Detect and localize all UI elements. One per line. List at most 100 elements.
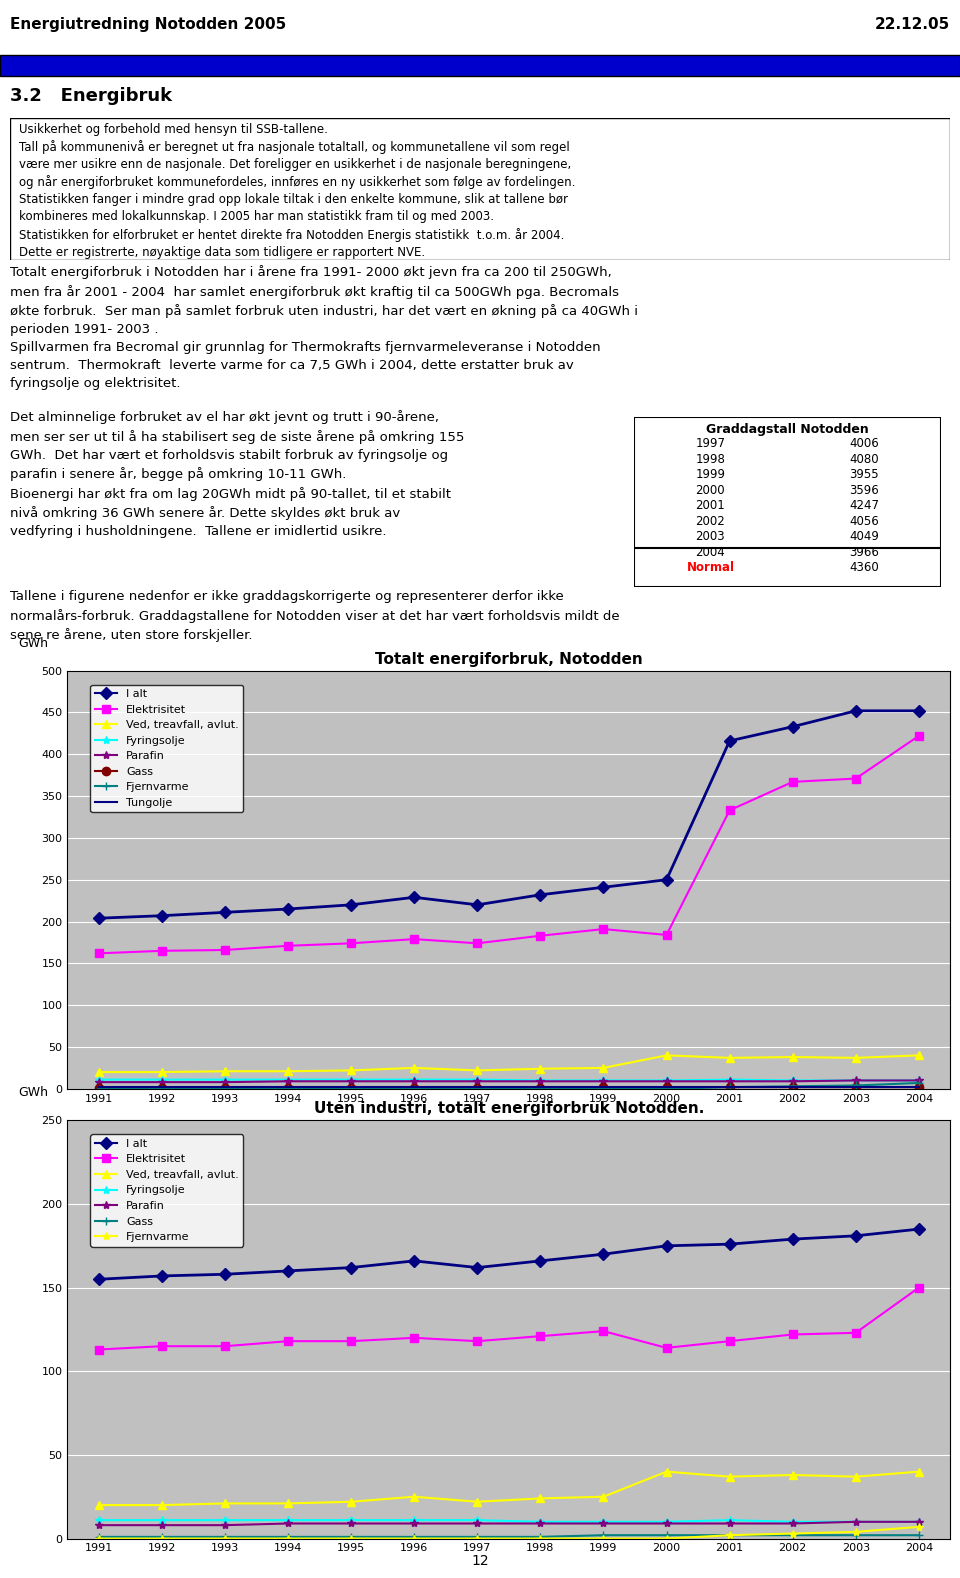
Elektrisitet <box>535 926 546 945</box>
Gass <box>346 1078 357 1097</box>
Elektrisitet <box>346 934 357 953</box>
Legend: I alt, Elektrisitet, Ved, treavfall, avlut., Fyringsolje, Parafin, Gass, Fjernva: I alt, Elektrisitet, Ved, treavfall, avl… <box>90 685 243 813</box>
Text: Energiutredning Notodden 2005: Energiutredning Notodden 2005 <box>10 17 286 32</box>
Fyringsolje <box>346 1070 357 1089</box>
Gass <box>598 1078 610 1097</box>
I alt <box>660 871 672 890</box>
Parafin <box>408 1513 420 1532</box>
Parafin <box>724 1071 735 1090</box>
Gass <box>408 1528 420 1546</box>
Fyringsolje <box>156 1070 168 1089</box>
Fjernvarme <box>913 1073 924 1092</box>
Fyringsolje <box>471 1510 483 1529</box>
Line: Ved, treavfall, avlut.: Ved, treavfall, avlut. <box>95 1468 923 1509</box>
Ved, treavfall, avlut. <box>471 1493 483 1512</box>
Parafin <box>346 1071 357 1090</box>
Line: Gass: Gass <box>95 1083 923 1092</box>
Parafin <box>219 1516 230 1535</box>
Parafin <box>913 1512 924 1531</box>
Gass <box>598 1526 610 1545</box>
Fjernvarme <box>219 1529 230 1548</box>
Fyringsolje <box>535 1512 546 1531</box>
I alt <box>156 1267 168 1286</box>
Line: Parafin: Parafin <box>95 1076 923 1086</box>
Line: Parafin: Parafin <box>95 1518 923 1529</box>
Title: Uten industri, totalt energiforbruk Notodden.: Uten industri, totalt energiforbruk Noto… <box>314 1101 704 1117</box>
Tungolje <box>93 1078 105 1097</box>
Fjernvarme <box>471 1529 483 1548</box>
Text: 4049: 4049 <box>849 530 879 543</box>
Text: 1999: 1999 <box>695 469 726 481</box>
Gass <box>471 1528 483 1546</box>
Line: I alt: I alt <box>95 707 923 923</box>
Text: 2003: 2003 <box>696 530 725 543</box>
Text: 2000: 2000 <box>696 483 725 497</box>
Elektrisitet <box>913 726 924 745</box>
Elektrisitet <box>787 1326 799 1344</box>
Ved, treavfall, avlut. <box>282 1494 294 1513</box>
Parafin <box>535 1071 546 1090</box>
Gass <box>471 1078 483 1097</box>
Tungolje <box>913 1078 924 1097</box>
Elektrisitet <box>598 920 610 939</box>
I alt <box>219 1266 230 1284</box>
Fyringsolje <box>93 1070 105 1089</box>
Fjernvarme <box>850 1523 861 1542</box>
Gass <box>219 1078 230 1097</box>
Elektrisitet <box>850 1324 861 1343</box>
Fjernvarme <box>346 1529 357 1548</box>
Tungolje <box>471 1078 483 1097</box>
Elektrisitet <box>471 1332 483 1351</box>
Fjernvarme <box>535 1529 546 1548</box>
Ved, treavfall, avlut. <box>913 1046 924 1065</box>
I alt <box>913 1220 924 1239</box>
Fjernvarme <box>535 1079 546 1098</box>
FancyBboxPatch shape <box>0 55 960 76</box>
Ved, treavfall, avlut. <box>156 1496 168 1515</box>
Fjernvarme <box>724 1078 735 1097</box>
Elektrisitet <box>535 1327 546 1346</box>
Line: Fjernvarme: Fjernvarme <box>95 1079 923 1094</box>
I alt <box>535 885 546 904</box>
I alt <box>535 1251 546 1270</box>
Text: 3966: 3966 <box>849 546 879 559</box>
Text: GWh: GWh <box>18 638 49 650</box>
Fjernvarme <box>408 1529 420 1548</box>
I alt <box>219 903 230 922</box>
Elektrisitet <box>93 1340 105 1359</box>
Gass <box>850 1526 861 1545</box>
Fjernvarme <box>282 1079 294 1098</box>
Fyringsolje <box>219 1510 230 1529</box>
Gass <box>282 1078 294 1097</box>
Text: 1997: 1997 <box>695 437 726 450</box>
Ved, treavfall, avlut. <box>850 1048 861 1067</box>
Text: Graddagstall Notodden: Graddagstall Notodden <box>706 423 869 437</box>
Text: 2002: 2002 <box>696 514 725 527</box>
Elektrisitet <box>408 1329 420 1348</box>
Elektrisitet <box>850 768 861 787</box>
Elektrisitet <box>660 925 672 944</box>
Text: Totalt energiforbruk i Notodden har i årene fra 1991- 2000 økt jevn fra ca 200 t: Totalt energiforbruk i Notodden har i år… <box>10 265 637 390</box>
I alt <box>787 718 799 737</box>
Ved, treavfall, avlut. <box>93 1062 105 1081</box>
Elektrisitet <box>660 1338 672 1357</box>
Ved, treavfall, avlut. <box>93 1496 105 1515</box>
Fjernvarme <box>408 1079 420 1098</box>
Parafin <box>724 1513 735 1532</box>
Parafin <box>913 1071 924 1090</box>
Gass <box>787 1526 799 1545</box>
Parafin <box>471 1513 483 1532</box>
Parafin <box>93 1073 105 1092</box>
Gass <box>913 1526 924 1545</box>
Tungolje <box>787 1078 799 1097</box>
Text: 3.2   Energibruk: 3.2 Energibruk <box>10 87 172 106</box>
Fjernvarme <box>660 1079 672 1098</box>
Gass <box>93 1528 105 1546</box>
I alt <box>660 1237 672 1256</box>
Elektrisitet <box>471 934 483 953</box>
Fyringsolje <box>787 1512 799 1531</box>
Parafin <box>346 1513 357 1532</box>
Parafin <box>850 1512 861 1531</box>
Fjernvarme <box>346 1079 357 1098</box>
Fyringsolje <box>156 1510 168 1529</box>
